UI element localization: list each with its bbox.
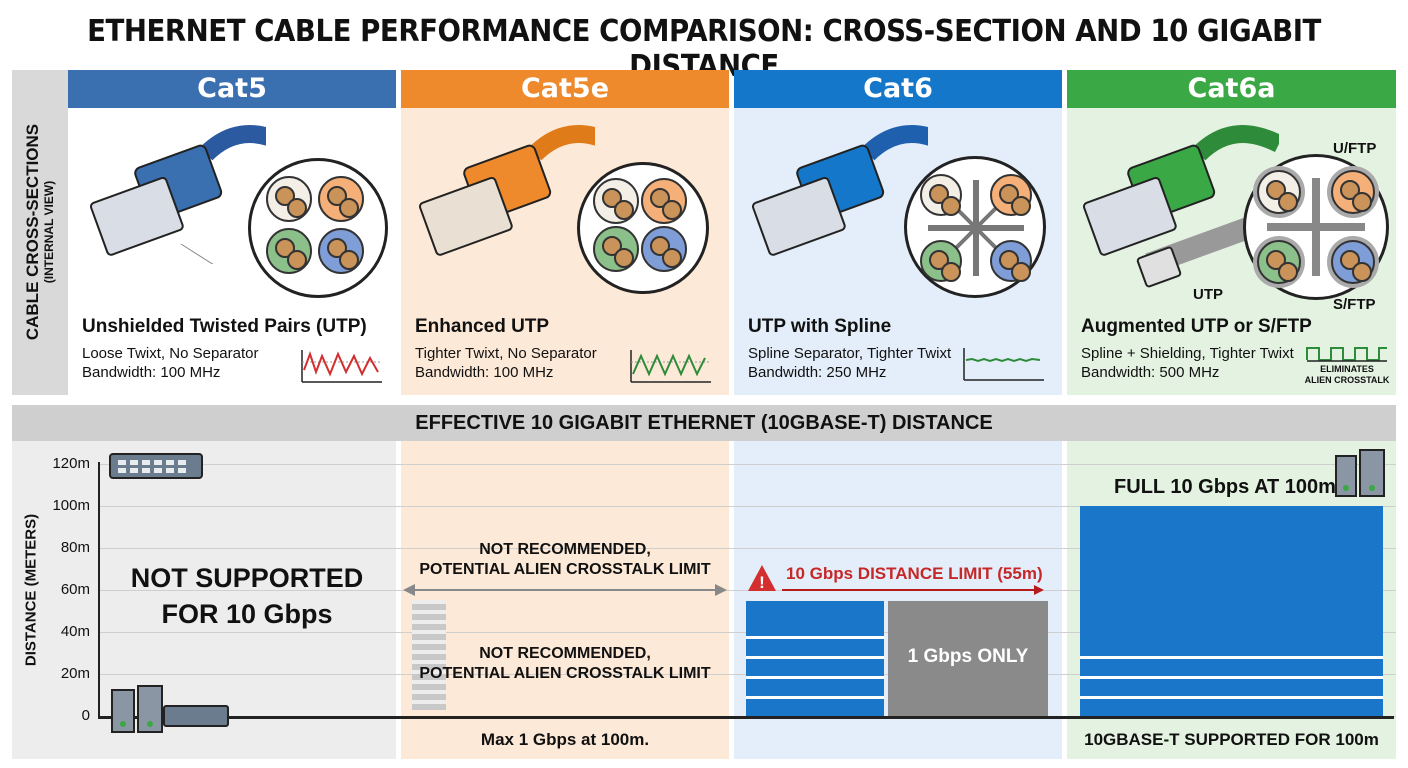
cable-desc-line1: Spline Separator, Tighter Twixt bbox=[748, 345, 952, 362]
crosstalk-wave-icon bbox=[630, 350, 711, 383]
cable-desc-line1: Tighter Twixt, No Separator bbox=[415, 345, 597, 362]
svg-text:!: ! bbox=[759, 573, 765, 592]
cable-type-title-cat6a: Augmented UTP or S/FTP bbox=[1081, 316, 1312, 337]
square-wave-icon bbox=[1306, 347, 1387, 362]
shielded-pair-icon bbox=[1331, 170, 1375, 214]
y-tick-label: 0 bbox=[81, 707, 90, 724]
cable-desc-cat6: Spline Separator, Tighter Twixt Bandwidt… bbox=[748, 344, 951, 382]
eliminates-alien-crosstalk-label: ELIMINATES ALIEN CROSSTALK bbox=[1304, 364, 1390, 385]
bar-stripe bbox=[746, 696, 884, 699]
twisted-pair-icon bbox=[318, 176, 364, 222]
side-label-sub: (INTERNAL VIEW) bbox=[42, 180, 56, 284]
bar-stripe bbox=[746, 656, 884, 659]
cat5e-note-top: NOT RECOMMENDED, POTENTIAL ALIEN CROSSTA… bbox=[419, 541, 711, 578]
server-icon bbox=[1335, 449, 1385, 497]
column-cat5e: Cat5e Enhanced UTP Tighter Twixt, No Sep… bbox=[401, 70, 729, 395]
twisted-pair-icon bbox=[266, 228, 312, 274]
cat6a-full-speed-label: FULL 10 Gbps AT 100m bbox=[1114, 476, 1336, 498]
cat5-not-supported-text: NOT SUPPORTED FOR 10 Gbps bbox=[130, 563, 364, 629]
twisted-pair-icon bbox=[641, 226, 687, 272]
y-gridline bbox=[100, 548, 1396, 549]
cross-section-circle-cat5e bbox=[577, 162, 709, 294]
cable-desc-cat6a: Spline + Shielding, Tighter Twixt Bandwi… bbox=[1081, 344, 1294, 382]
network-switch-icon bbox=[109, 453, 203, 479]
y-tick-label: 40m bbox=[60, 623, 90, 640]
cable-desc-line2: Bandwidth: 250 MHz bbox=[748, 364, 887, 381]
cross-section-circle-cat5 bbox=[248, 158, 388, 298]
y-gridline bbox=[100, 464, 1396, 465]
y-axis-line bbox=[98, 462, 100, 718]
bar-stripe bbox=[1080, 676, 1383, 679]
bar-stripe bbox=[746, 676, 884, 679]
cable-desc-line2: Bandwidth: 100 MHz bbox=[82, 364, 221, 381]
cat6-1gbps-text: 1 Gbps ONLY bbox=[907, 646, 1029, 668]
side-label-main: CABLE CROSS-SECTIONS bbox=[23, 123, 42, 341]
column-header-cat5e: Cat5e bbox=[401, 70, 729, 108]
crosstalk-wave-icon bbox=[963, 348, 1044, 381]
shielded-pair-icon bbox=[1257, 170, 1301, 214]
cable-desc-line1: Spline + Shielding, Tighter Twixt bbox=[1081, 345, 1294, 362]
cat5e-footer: Max 1 Gbps at 100m. bbox=[480, 730, 650, 749]
double-arrow-icon bbox=[403, 584, 727, 596]
y-gridline bbox=[100, 590, 1396, 591]
side-band bbox=[12, 70, 68, 395]
rj45-connector-icon bbox=[1082, 125, 1279, 288]
y-tick-label: 60m bbox=[60, 581, 90, 598]
distance-bg-cat5e bbox=[401, 441, 729, 759]
column-cat5: Cat5 Unshielded Twisted Pairs (UTP) Loos… bbox=[68, 70, 396, 395]
server-rack-icon bbox=[111, 685, 229, 733]
cat6a-footer: 10GBASE-T SUPPORTED FOR 100m bbox=[1084, 730, 1379, 749]
twisted-pair-icon bbox=[266, 176, 312, 222]
twisted-pair-icon bbox=[990, 240, 1032, 282]
sftp-label: S/FTP bbox=[1333, 296, 1376, 313]
rj45-connector-icon bbox=[751, 125, 928, 256]
page-title: ETHERNET CABLE PERFORMANCE COMPARISON: C… bbox=[87, 14, 1321, 84]
cable-desc-cat5: Loose Twixt, No Separator Bandwidth: 100… bbox=[82, 344, 258, 382]
uftp-label: U/FTP bbox=[1333, 140, 1377, 157]
cat6-distance-limit-label: 10 Gbps DISTANCE LIMIT (55m) bbox=[786, 564, 1043, 583]
column-header-cat5: Cat5 bbox=[68, 70, 396, 108]
cable-desc-line2: Bandwidth: 100 MHz bbox=[415, 364, 554, 381]
distance-limit-marker: ! bbox=[748, 565, 1044, 595]
bar-cat6a bbox=[1080, 506, 1383, 716]
rj45-connector-icon bbox=[89, 125, 266, 264]
cat5e-faded-bar bbox=[412, 600, 446, 710]
cable-desc-cat5e: Tighter Twixt, No Separator Bandwidth: 1… bbox=[415, 344, 597, 382]
cable-type-title-cat6: UTP with Spline bbox=[748, 316, 892, 337]
column-cat6: Cat6 UTP with Spline Spline Separator, T… bbox=[734, 70, 1062, 395]
twisted-pair-icon bbox=[920, 240, 962, 282]
bar-stripe bbox=[746, 636, 884, 639]
y-tick-label: 80m bbox=[60, 539, 90, 556]
twisted-pair-icon bbox=[318, 228, 364, 274]
column-cat6a: Cat6a U/FTP S/FTP UTP Augmented UTP or S… bbox=[1067, 70, 1396, 395]
twisted-pair-icon bbox=[920, 174, 962, 216]
column-header-cat6a: Cat6a bbox=[1067, 70, 1396, 108]
bar-stripe bbox=[1080, 696, 1383, 699]
cable-type-title-cat5: Unshielded Twisted Pairs (UTP) bbox=[82, 316, 367, 337]
bar-stripe bbox=[1080, 656, 1383, 659]
bar-cat6-1gbps bbox=[888, 600, 1048, 716]
cable-type-title-cat5e: Enhanced UTP bbox=[415, 316, 550, 337]
shielded-spline-icon bbox=[1267, 178, 1365, 276]
y-tick-label: 20m bbox=[60, 665, 90, 682]
y-gridline bbox=[100, 506, 1396, 507]
column-header-cat6: Cat6 bbox=[734, 70, 1062, 108]
side-label: CABLE CROSS-SECTIONS (INTERNAL VIEW) bbox=[23, 123, 56, 341]
cable-desc-line1: Loose Twixt, No Separator bbox=[82, 345, 259, 362]
twisted-pair-icon bbox=[593, 178, 639, 224]
shielded-pair-icon bbox=[1331, 240, 1375, 284]
twisted-pair-icon bbox=[593, 226, 639, 272]
twisted-pair-icon bbox=[641, 178, 687, 224]
distance-section-header: EFFECTIVE 10 GIGABIT ETHERNET (10GBASE-T… bbox=[12, 405, 1396, 441]
utp-label: UTP bbox=[1193, 286, 1223, 303]
crosstalk-wave-icon bbox=[301, 350, 382, 383]
shielded-pair-icon bbox=[1257, 240, 1301, 284]
cat5e-note-bottom: NOT RECOMMENDED, POTENTIAL ALIEN CROSSTA… bbox=[419, 645, 711, 682]
cable-desc-line2: Bandwidth: 500 MHz bbox=[1081, 364, 1220, 381]
twisted-pair-icon bbox=[990, 174, 1032, 216]
x-axis-line bbox=[98, 716, 1394, 719]
rj45-connector-icon bbox=[418, 125, 595, 256]
y-tick-label: 100m bbox=[52, 497, 90, 514]
y-tick-label: 120m bbox=[52, 455, 90, 472]
